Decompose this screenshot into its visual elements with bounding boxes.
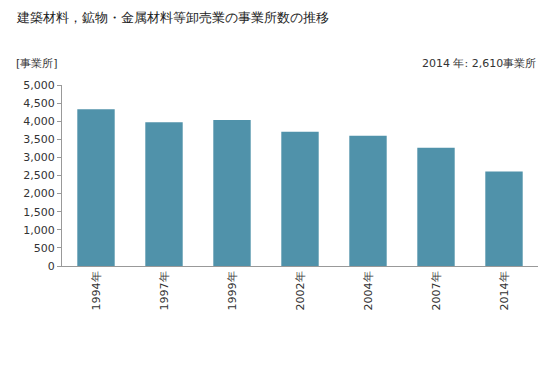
svg-text:1994年: 1994年 [90,271,103,310]
svg-text:4,500: 4,500 [23,97,55,110]
svg-text:500: 500 [34,242,55,255]
svg-text:3,000: 3,000 [23,151,55,164]
svg-text:0: 0 [48,260,55,273]
svg-text:[事業所]: [事業所] [16,57,58,70]
svg-text:1,000: 1,000 [23,224,55,237]
svg-text:建築材料，鉱物・金属材料等卸売業の事業所数の推移: 建築材料，鉱物・金属材料等卸売業の事業所数の推移 [16,10,329,25]
svg-text:2014 年: 2,610事業所: 2014 年: 2,610事業所 [422,57,536,70]
svg-text:3,500: 3,500 [23,133,55,146]
svg-text:4,000: 4,000 [23,115,55,128]
svg-text:1,500: 1,500 [23,206,55,219]
svg-text:2007年: 2007年 [430,271,443,310]
svg-text:1997年: 1997年 [158,271,171,310]
svg-text:1999年: 1999年 [226,271,239,310]
svg-text:2002年: 2002年 [294,271,307,310]
svg-text:5,000: 5,000 [23,79,55,92]
svg-text:2,000: 2,000 [23,187,55,200]
svg-text:2014年: 2014年 [498,271,511,310]
svg-text:2004年: 2004年 [362,271,375,310]
svg-text:2,500: 2,500 [23,169,55,182]
